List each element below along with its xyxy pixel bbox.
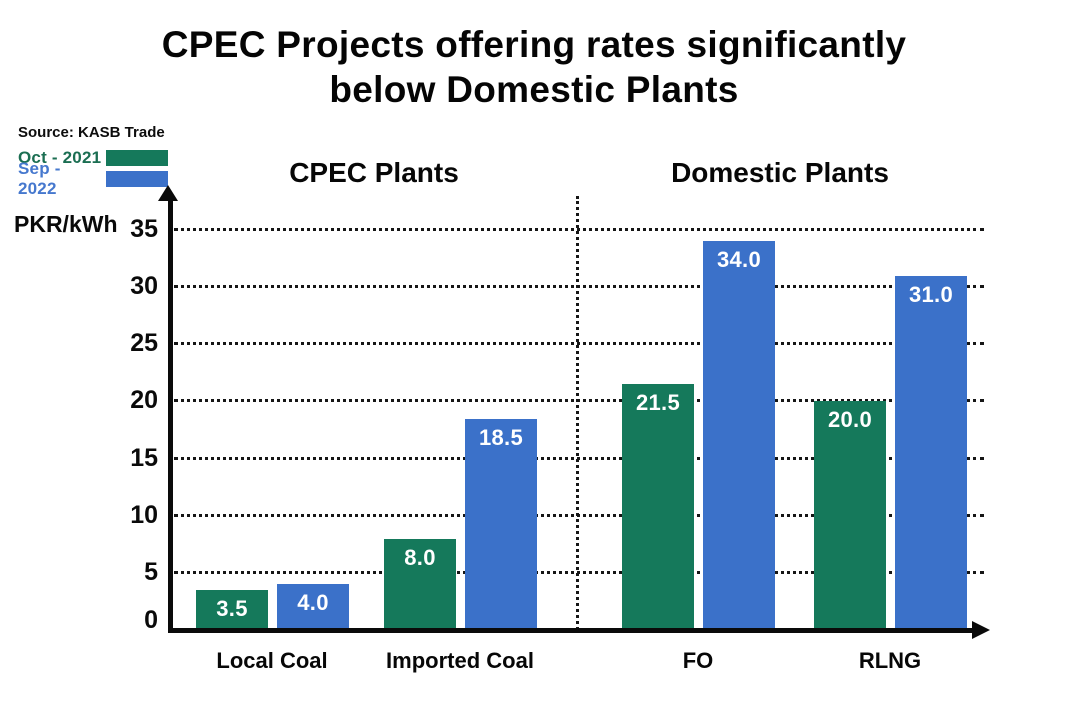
bar — [277, 584, 349, 628]
bar-value-label: 18.5 — [478, 425, 524, 450]
category-label: Local Coal — [216, 648, 328, 673]
legend-item-sep-2022: Sep - 2022 — [18, 159, 168, 198]
y-axis-arrow-icon — [158, 185, 178, 201]
y-tick-label: 15 — [130, 444, 158, 472]
x-axis-line — [168, 628, 974, 633]
category-label: RLNG — [858, 648, 922, 673]
bar — [622, 384, 694, 628]
chart-title: CPEC Projects offering rates significant… — [0, 22, 1068, 112]
y-axis-unit-label: PKR/kWh — [14, 211, 118, 237]
bar-value-label: 20.0 — [827, 407, 873, 432]
chart-title-line1: CPEC Projects offering rates significant… — [161, 24, 907, 65]
source-label: Source: KASB Trade — [18, 124, 165, 141]
y-tick-label: 20 — [130, 386, 158, 414]
section-separator-line — [576, 196, 579, 630]
bar-value-label: 3.5 — [216, 596, 248, 621]
legend-label-sep-2022: Sep - 2022 — [18, 158, 61, 198]
bar — [465, 419, 537, 628]
y-axis-line — [168, 200, 173, 633]
x-axis-arrow-icon — [972, 621, 990, 639]
bar — [703, 241, 775, 628]
gridline — [174, 399, 984, 402]
y-tick-label: 0 — [144, 606, 158, 634]
chart-title-line2: below Domestic Plants — [329, 69, 739, 110]
bar — [196, 590, 268, 628]
gridline — [174, 342, 984, 345]
bar-value-label: 21.5 — [635, 390, 681, 415]
bar-value-label: 4.0 — [297, 590, 329, 615]
legend-item-oct-2021: Oct - 2021 — [18, 147, 168, 168]
y-tick-label: 5 — [144, 558, 158, 586]
y-tick-label: 10 — [130, 501, 158, 529]
gridline — [174, 457, 984, 460]
bar — [814, 401, 886, 628]
y-tick-label: 35 — [130, 215, 158, 243]
gridline — [174, 228, 984, 231]
bar-value-label: 34.0 — [716, 247, 762, 272]
legend-label-oct-2021: Oct - 2021 — [18, 147, 102, 167]
gridline — [174, 514, 984, 517]
gridline — [174, 285, 984, 288]
y-tick-label: 25 — [130, 329, 158, 357]
y-tick-label: 30 — [130, 272, 158, 300]
category-label: Imported Coal — [386, 648, 534, 673]
bar-value-label: 31.0 — [908, 282, 954, 307]
legend: Oct - 2021 Sep - 2022 — [18, 147, 168, 198]
bar — [895, 276, 967, 628]
bar-value-label: 8.0 — [404, 545, 436, 570]
section-header-domestic-plants: Domestic Plants — [671, 157, 889, 188]
bar — [384, 539, 456, 628]
section-header-cpec-plants: CPEC Plants — [289, 157, 459, 188]
category-label: FO — [682, 648, 714, 673]
gridline — [174, 571, 984, 574]
legend-swatch-blue — [106, 170, 168, 187]
legend-swatch-green — [106, 149, 168, 166]
